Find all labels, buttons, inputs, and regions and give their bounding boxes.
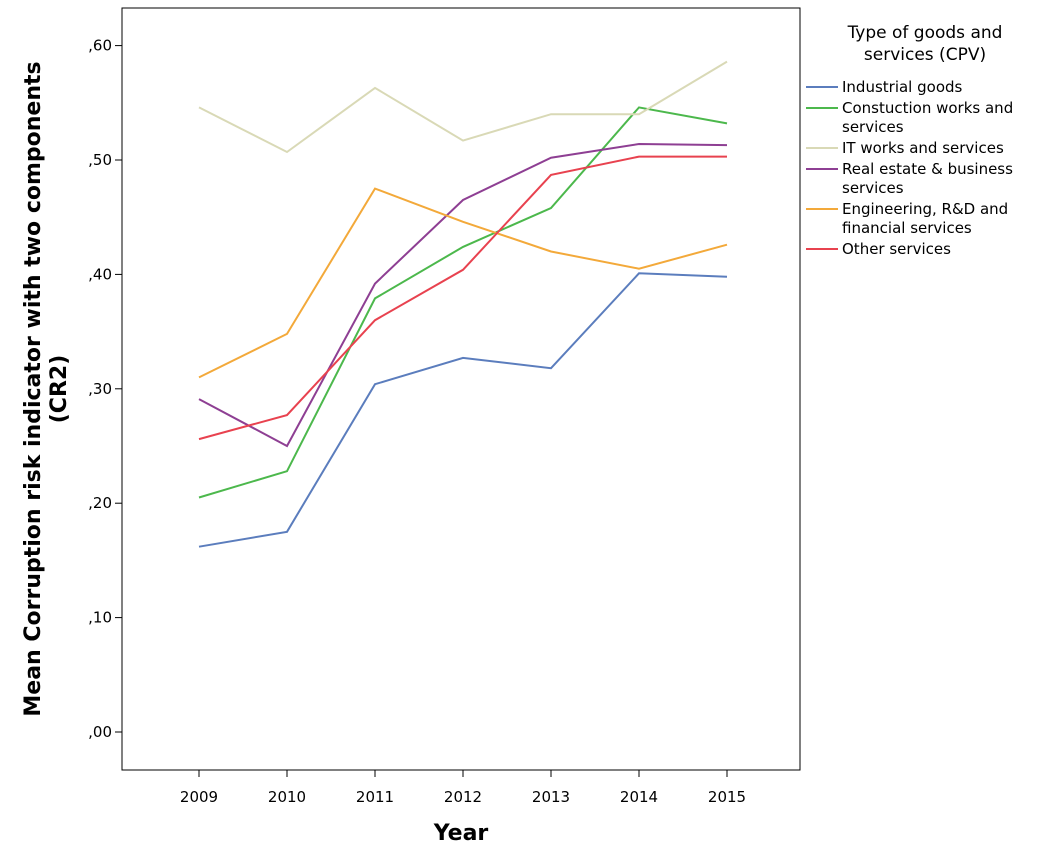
x-tick-label: 2014 — [620, 788, 658, 806]
plot-frame — [121, 7, 801, 771]
x-tick-label: 2010 — [268, 788, 306, 806]
y-tick-label: ,10 — [88, 609, 112, 627]
legend-title-line: services (CPV) — [864, 45, 986, 65]
legend-label: services — [842, 179, 904, 197]
series-line-5 — [198, 187, 728, 379]
x-tick-label: 2011 — [356, 788, 394, 806]
y-axis-title-line: Mean Corruption risk indicator with two … — [21, 61, 46, 716]
legend-label: Constuction works and — [842, 99, 1013, 117]
x-tick-label: 2012 — [444, 788, 482, 806]
legend-label: financial services — [842, 219, 972, 237]
series-line-4 — [198, 142, 728, 448]
y-axis: ,00 ,10 ,20 ,30 ,40 ,50 ,60 — [88, 37, 122, 741]
x-tick-label: 2009 — [180, 788, 218, 806]
y-tick-label: ,20 — [88, 494, 112, 512]
y-tick-label: ,60 — [88, 37, 112, 55]
series-line-2 — [198, 106, 728, 499]
series-line-3 — [198, 60, 728, 154]
legend-label: IT works and services — [842, 139, 1004, 157]
y-tick-label: ,50 — [88, 151, 112, 169]
legend-label: Industrial goods — [842, 78, 963, 96]
x-axis-title: Year — [433, 821, 489, 846]
series-lines — [198, 60, 728, 548]
legend-label: services — [842, 118, 904, 136]
y-tick-label: ,00 — [88, 723, 112, 741]
x-axis: 2009 2010 2011 2012 2013 2014 2015 — [180, 770, 746, 806]
legend-label: Real estate & business — [842, 160, 1013, 178]
x-tick-label: 2013 — [532, 788, 570, 806]
y-axis-title: Mean Corruption risk indicator with two … — [21, 61, 72, 716]
legend-label: Other services — [842, 240, 951, 258]
series-line-1 — [198, 272, 728, 548]
y-tick-label: ,30 — [88, 380, 112, 398]
legend-title-line: Type of goods and — [847, 23, 1003, 43]
x-tick-label: 2015 — [708, 788, 746, 806]
legend-label: Engineering, R&D and — [842, 200, 1008, 218]
y-tick-label: ,40 — [88, 265, 112, 283]
series-line-6 — [198, 155, 727, 441]
y-axis-title-line: (CR2) — [47, 355, 72, 424]
